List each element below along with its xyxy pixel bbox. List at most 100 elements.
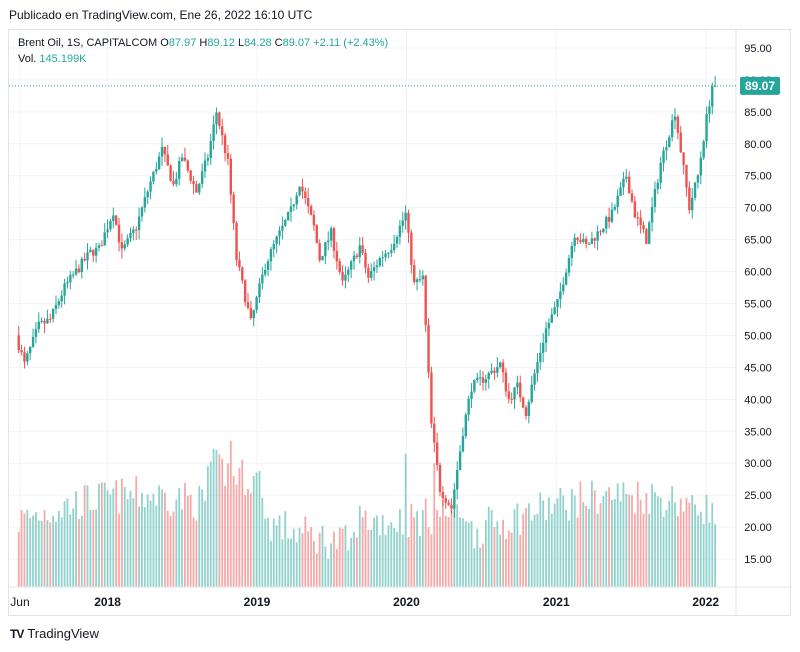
candle-body xyxy=(258,283,261,298)
volume-bar xyxy=(26,509,29,587)
candle-body xyxy=(172,180,175,185)
candle-body xyxy=(413,264,416,283)
volume-bar xyxy=(209,461,212,587)
candle-body xyxy=(358,245,361,258)
volume-bar xyxy=(436,510,439,587)
candle-body xyxy=(117,224,121,243)
candle-body xyxy=(478,377,482,379)
volume-bar xyxy=(43,510,46,587)
symbol-name[interactable]: Brent Oil, 1S, CAPITALCOM xyxy=(18,37,158,49)
candle-body xyxy=(430,372,433,424)
candle-body xyxy=(501,362,505,373)
candle-body xyxy=(679,132,682,153)
candle-body xyxy=(109,220,112,230)
candle-body xyxy=(361,245,364,253)
candle-body xyxy=(266,261,270,270)
volume-bar xyxy=(616,483,619,587)
volume-bar xyxy=(450,509,453,587)
volume-bar xyxy=(135,476,138,587)
candle-body xyxy=(114,215,118,225)
volume-bar xyxy=(570,488,573,587)
volume-bar xyxy=(550,513,553,587)
volume-bar xyxy=(238,468,241,587)
volume-bar xyxy=(272,518,275,587)
candle-body xyxy=(544,328,548,343)
volume-bar xyxy=(252,476,255,587)
volume-bar xyxy=(163,492,166,587)
volume-bar xyxy=(441,500,444,587)
volume-bar xyxy=(298,527,301,587)
volume-bar xyxy=(121,478,123,587)
candle-body xyxy=(438,464,442,492)
volume-bar xyxy=(459,517,461,587)
volume-bar xyxy=(32,515,34,587)
volume-bar xyxy=(596,513,599,587)
candle-body xyxy=(567,257,571,273)
volume-bar xyxy=(80,515,83,587)
volume-bar xyxy=(95,509,98,587)
price-axis[interactable]: 15.00 20.00 25.00 30.00 35.00 40.00 45.00 50.00… xyxy=(9,30,792,617)
candle-body xyxy=(622,178,625,188)
candle-body xyxy=(298,186,301,196)
volume-bar xyxy=(642,513,645,587)
candle-body xyxy=(341,271,344,281)
volume-bar xyxy=(476,528,479,587)
price-tick-label: 25.00 xyxy=(744,490,772,502)
volume-bar xyxy=(688,502,691,587)
volume-bar xyxy=(548,497,550,587)
volume-bar xyxy=(482,543,484,587)
volume-bar xyxy=(123,486,126,587)
candle-body xyxy=(37,321,40,330)
volume-bar xyxy=(593,490,596,587)
candle-body xyxy=(215,112,218,125)
candle-body xyxy=(630,193,634,202)
candle-body xyxy=(200,171,204,184)
candle-body xyxy=(252,309,255,319)
volume-bar xyxy=(622,482,625,587)
volume-bar xyxy=(327,558,330,587)
candle-body xyxy=(570,245,574,258)
time-axis[interactable]: Jun 2018 2019 2020 2021 2022 xyxy=(10,595,719,609)
candle-body xyxy=(198,183,201,193)
candle-body xyxy=(673,116,677,121)
last-price-badge xyxy=(740,76,780,95)
volume-bar xyxy=(682,511,685,587)
candle-body xyxy=(212,124,215,141)
chart-frame[interactable]: 15.00 20.00 25.00 30.00 35.00 40.00 45.00 50.00… xyxy=(8,29,792,617)
volume-bar xyxy=(490,510,493,587)
volume-bar xyxy=(439,516,441,587)
volume-bar xyxy=(356,537,358,587)
footer-brand[interactable]: TV TradingView xyxy=(10,626,99,641)
volume-bar xyxy=(599,503,602,587)
candles[interactable] xyxy=(17,76,717,518)
volume-bar xyxy=(258,470,261,587)
volume-bar xyxy=(264,518,267,587)
close-value: 89.07 xyxy=(282,37,311,49)
volume-bar xyxy=(83,485,86,587)
chart-legend: Brent Oil, 1S, CAPITALCOM O87.97 H89.12 … xyxy=(18,35,388,67)
volume-bar xyxy=(244,495,247,587)
volume-bar xyxy=(579,481,582,587)
candle-body xyxy=(335,250,339,262)
volume-bar xyxy=(46,520,49,587)
candle-body xyxy=(395,237,399,244)
candle-body xyxy=(169,165,172,181)
volume-bar xyxy=(229,440,232,587)
candlestick-chart[interactable]: 15.00 20.00 25.00 30.00 35.00 40.00 45.00 50.00… xyxy=(9,30,792,617)
candle-body xyxy=(387,252,390,254)
candle-body xyxy=(51,308,55,319)
candle-body xyxy=(132,229,135,234)
candle-body xyxy=(321,256,324,261)
volume-bar xyxy=(364,510,367,587)
candle-body xyxy=(427,325,430,373)
volume-bar xyxy=(542,500,545,587)
volume-bar xyxy=(57,510,60,587)
candle-body xyxy=(301,186,304,192)
volume-bar xyxy=(17,531,20,587)
candle-body xyxy=(693,182,697,198)
volume-bar xyxy=(628,494,631,587)
candle-body xyxy=(642,225,645,230)
volume-bar xyxy=(52,515,55,587)
candle-body xyxy=(539,352,542,363)
candle-body xyxy=(433,423,436,443)
